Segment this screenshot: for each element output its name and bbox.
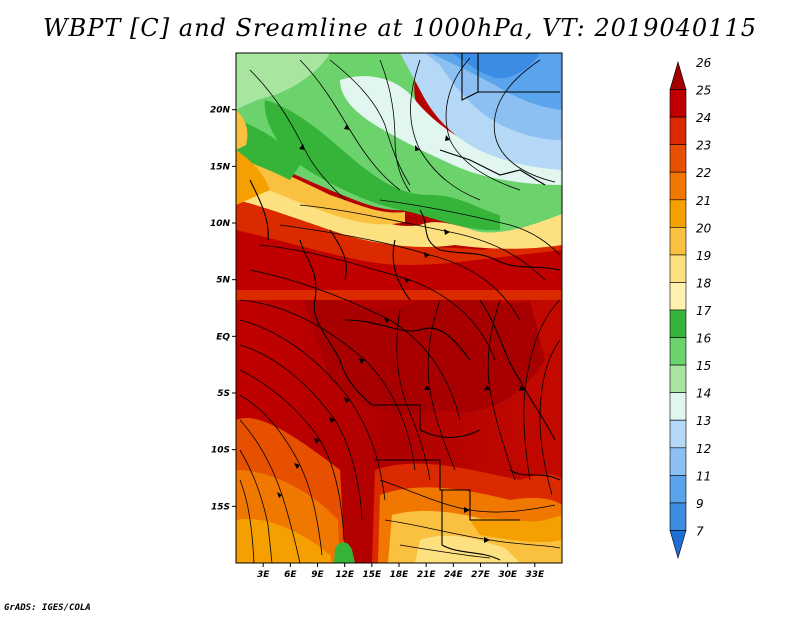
colorbar-label: 16 (696, 332, 712, 346)
colorbar-swatch (669, 475, 687, 504)
colorbar-label: 18 (696, 276, 712, 290)
lon-tick-label: 6E (284, 570, 297, 580)
lat-tick-label: 5S (217, 389, 230, 399)
lat-tick-label: 20N (210, 106, 231, 116)
colorbar-label: 9 (696, 497, 704, 511)
colorbar-swatch (669, 144, 687, 173)
lon-tick-label: 30E (498, 570, 518, 580)
lon-tick-label: 3E (257, 570, 270, 580)
colorbar-swatch (669, 364, 687, 393)
lon-tick-label: 15E (362, 570, 382, 580)
colorbar-label: 14 (696, 387, 711, 401)
colorbar-label: 26 (696, 56, 712, 70)
lon-tick-label: 21E (417, 570, 437, 580)
colorbar-swatch (669, 392, 687, 421)
colorbar-swatch (669, 116, 687, 145)
colorbar-swatch (669, 227, 687, 256)
lon-tick-label: 27E (471, 570, 491, 580)
longitude-axis: 3E 6E 9E 12E 15E 18E 21E 24E 27E 30E 33E (257, 563, 545, 580)
lat-tick-label: EQ (216, 332, 230, 342)
lon-tick-label: 12E (335, 570, 355, 580)
colorbar-swatch (669, 337, 687, 366)
latitude-axis: 20N 15N 10N 5N EQ 5S 10S 15S (210, 106, 236, 512)
lon-tick-label: 33E (525, 570, 545, 580)
colorbar-swatch (669, 60, 687, 90)
lat-tick-label: 10N (210, 219, 231, 229)
colorbar-swatch (669, 199, 687, 228)
lon-tick-label: 9E (311, 570, 324, 580)
lon-tick-label: 18E (390, 570, 410, 580)
colorbar-swatch (669, 447, 687, 476)
lat-tick-label: 15S (211, 502, 230, 512)
colorbar-label: 12 (696, 442, 711, 456)
colorbar-label: 17 (696, 304, 712, 318)
borders-and-streamlines (239, 53, 561, 563)
colorbar-swatch (669, 309, 687, 338)
colorbar-swatch (669, 171, 687, 201)
colorbar-swatch (669, 282, 687, 311)
colorbar-label: 22 (696, 166, 711, 180)
colorbar-label: 24 (696, 111, 711, 125)
colorbar-label: 25 (696, 84, 711, 98)
colorbar-label: 21 (696, 194, 711, 208)
lat-tick-label: 5N (216, 276, 230, 286)
colorbar-label: 23 (696, 139, 711, 153)
colorbar-label: 15 (696, 359, 711, 373)
colorbar-label: 19 (696, 249, 711, 263)
lat-tick-label: 10S (211, 446, 230, 456)
colorbar-label: 7 (696, 524, 704, 538)
colorbar-swatch (669, 502, 687, 531)
footer-credit: GrADS: IGES/COLA (4, 603, 91, 613)
colorbar-label: 13 (696, 414, 711, 428)
colorbar-swatch (669, 254, 687, 283)
wbpt-shaded-field (236, 53, 562, 563)
colorbar-label: 11 (696, 469, 711, 483)
lat-tick-label: 15N (210, 162, 231, 172)
colorbar-swatch (669, 89, 687, 118)
colorbar-swatch (669, 530, 687, 560)
colorbar-swatch (669, 419, 687, 449)
map-title: WBPT [C] and Sreamline at 1000hPa, VT: 2… (42, 14, 758, 42)
colorbar-label: 20 (696, 221, 712, 235)
lon-tick-label: 24E (444, 570, 464, 580)
colorbar: 26 25 24 23 22 21 20 19 18 17 16 15 14 13 12 11 9 7 (669, 56, 712, 560)
